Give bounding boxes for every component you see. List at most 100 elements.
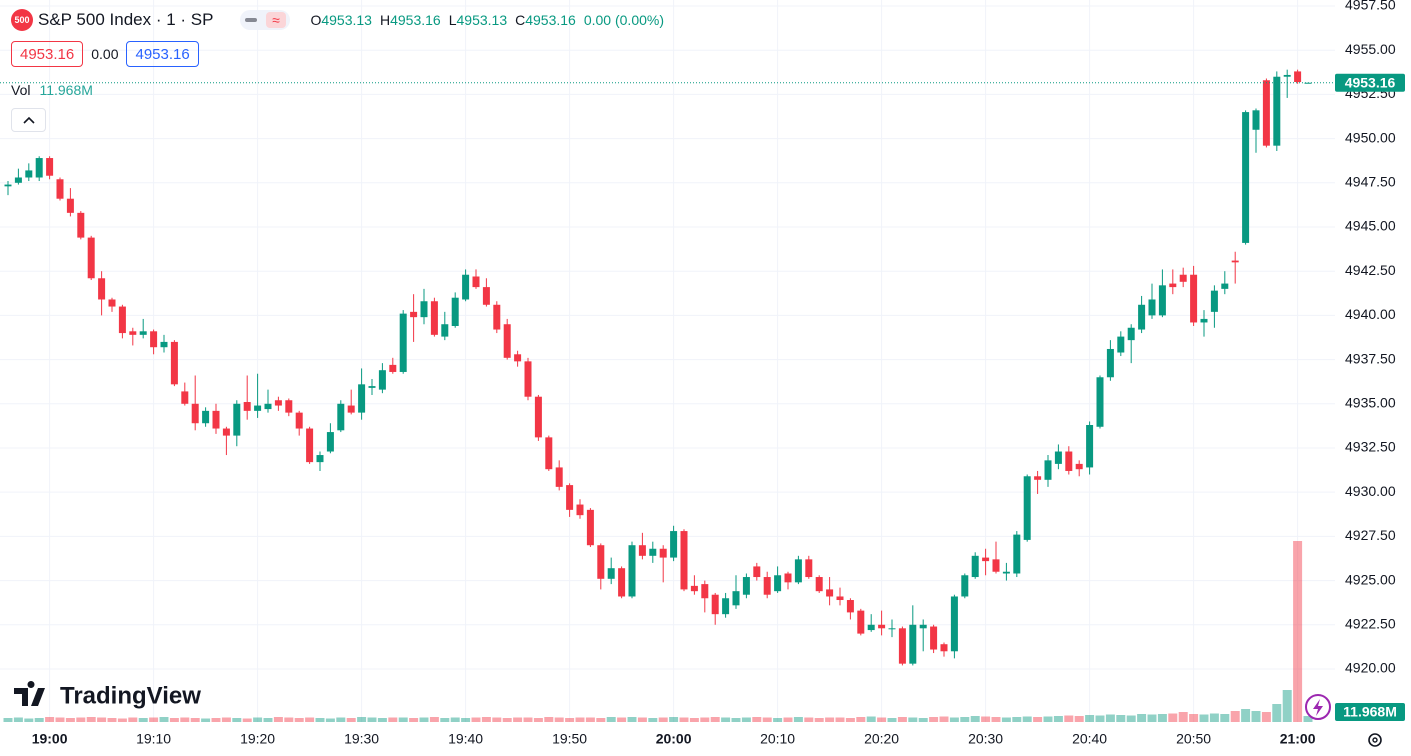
- volume-bar: [419, 717, 429, 722]
- volume-bar: [325, 718, 335, 722]
- candle-body: [982, 557, 990, 562]
- candle-body: [659, 548, 667, 558]
- candle-body: [389, 364, 397, 372]
- volume-bar: [1199, 714, 1209, 722]
- volume-bar: [918, 718, 928, 722]
- volume-bar: [929, 717, 939, 722]
- candle-body: [670, 531, 678, 558]
- volume-bar: [783, 717, 793, 722]
- candle-body: [545, 437, 553, 470]
- volume-bar: [949, 717, 959, 722]
- volume-bar: [149, 717, 159, 722]
- volume-bar: [887, 718, 897, 722]
- volume-bar: [637, 717, 647, 722]
- y-tick-label: 4932.50: [1345, 439, 1396, 455]
- volume-bar: [471, 717, 481, 722]
- candle-body: [805, 559, 813, 578]
- symbol-legend: 500 S&P 500 Index · 1 · SP ≈ O 4953.13 H 49…: [11, 9, 664, 31]
- volume-bar: [398, 717, 408, 722]
- volume-bar: [1168, 713, 1178, 722]
- candle-body: [4, 184, 12, 187]
- symbol-title[interactable]: S&P 500 Index · 1 · SP: [38, 10, 214, 29]
- volume-bar: [1012, 717, 1022, 722]
- volume-bar: [65, 718, 75, 722]
- candle-body: [14, 177, 22, 183]
- volume-bar: [710, 717, 720, 722]
- volume-bar: [1293, 541, 1303, 722]
- candle-body: [909, 624, 917, 664]
- volume-bar: [866, 716, 876, 722]
- volume-bar: [991, 717, 1001, 722]
- volume-bar: [773, 718, 783, 722]
- volume-axis-label: 11.968M: [1343, 704, 1397, 720]
- collapse-button[interactable]: [11, 108, 46, 132]
- volume-bar: [596, 718, 606, 722]
- candle-body: [763, 577, 771, 595]
- candle-body: [1148, 299, 1156, 316]
- volume-bar: [617, 717, 627, 722]
- candle-body: [826, 589, 834, 597]
- y-tick-label: 4950.00: [1345, 129, 1396, 145]
- buy-price[interactable]: 4953.16: [126, 41, 199, 67]
- volume-bar: [97, 717, 107, 722]
- status-delay: ≈: [265, 12, 286, 28]
- candle-body: [1127, 327, 1135, 341]
- candle-body: [222, 428, 230, 436]
- volume-bar: [606, 717, 616, 722]
- volume-bar: [1033, 717, 1043, 722]
- volume-bar: [273, 717, 283, 722]
- volume-bar: [3, 718, 13, 722]
- volume-bar: [253, 717, 263, 722]
- candle-body: [482, 287, 490, 305]
- volume-bar: [440, 718, 450, 722]
- candle-body: [898, 628, 906, 664]
- volume-bar: [263, 718, 273, 722]
- lightning-button[interactable]: [1305, 694, 1331, 720]
- volume-bar: [1053, 716, 1063, 722]
- candle-body: [514, 354, 522, 362]
- volume-bar: [1116, 715, 1126, 722]
- candle-body: [1273, 76, 1281, 146]
- settings-button[interactable]: [1368, 733, 1382, 747]
- volume-bar: [159, 717, 169, 722]
- candle-body: [233, 403, 241, 436]
- candle-body: [1200, 318, 1208, 323]
- y-tick-label: 4957.50: [1345, 0, 1396, 13]
- sell-price[interactable]: 4953.16: [11, 41, 84, 67]
- volume-bar: [825, 717, 835, 722]
- candle-body: [628, 545, 636, 597]
- y-tick-label: 4930.00: [1345, 483, 1396, 499]
- volume-bar: [190, 718, 200, 722]
- volume-bar: [180, 717, 190, 722]
- volume-bar: [1137, 714, 1147, 722]
- change: 0.00 (0.00%): [583, 12, 665, 28]
- candle-body: [1044, 460, 1052, 480]
- volume-bar: [367, 717, 377, 722]
- candle-body: [680, 531, 688, 590]
- volume-bar: [388, 717, 398, 722]
- last-price-box: [1335, 73, 1405, 92]
- candle-body: [56, 179, 64, 199]
- candle-body: [867, 624, 875, 631]
- x-tick-label: 19:40: [448, 731, 483, 747]
- candle-body: [919, 624, 927, 629]
- x-tick-label: 20:20: [864, 731, 899, 747]
- candle-body: [139, 331, 147, 335]
- volume-bar: [86, 717, 96, 722]
- volume-bar: [1157, 714, 1167, 722]
- volume-bar: [502, 718, 512, 722]
- volume-bar: [1074, 716, 1084, 722]
- volume-bars: [3, 541, 1313, 722]
- volume-bar: [970, 716, 980, 722]
- candle-body: [1023, 476, 1031, 540]
- status-pill[interactable]: ≈: [240, 10, 291, 30]
- candle-body: [888, 628, 896, 630]
- candle-body: [108, 299, 116, 307]
- volume-bar: [492, 717, 502, 722]
- volume-bar: [1043, 716, 1053, 722]
- candle-body: [1294, 71, 1302, 83]
- candle-body: [836, 596, 844, 601]
- volume-bar: [648, 718, 658, 722]
- candle-body: [306, 428, 314, 463]
